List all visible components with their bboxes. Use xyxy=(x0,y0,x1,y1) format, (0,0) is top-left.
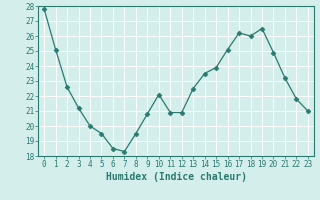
X-axis label: Humidex (Indice chaleur): Humidex (Indice chaleur) xyxy=(106,172,246,182)
